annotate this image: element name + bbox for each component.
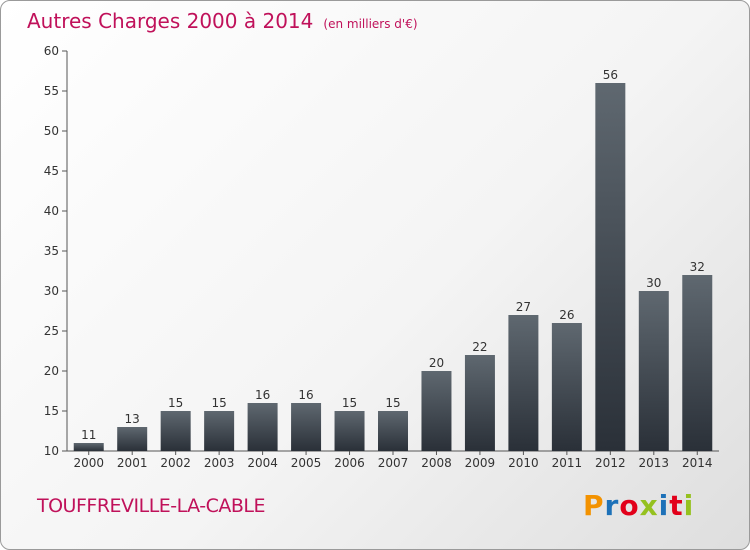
x-tick-label: 2009	[465, 456, 496, 470]
value-label: 16	[298, 388, 313, 402]
y-tick-label: 55	[44, 84, 59, 98]
value-label: 20	[429, 356, 444, 370]
y-tick-label: 40	[44, 204, 59, 218]
x-tick-label: 2014	[682, 456, 713, 470]
value-label: 11	[81, 428, 96, 442]
y-tick-label: 20	[44, 364, 59, 378]
logo-letter: r	[604, 489, 620, 522]
bar-2012	[595, 83, 626, 451]
value-label: 15	[211, 396, 226, 410]
chart-title-text: Autres Charges 2000 à 2014	[27, 9, 314, 33]
y-tick-label: 50	[44, 124, 59, 138]
logo-letter: i	[683, 489, 695, 522]
y-tick-label: 60	[44, 44, 59, 58]
x-tick-label: 2003	[204, 456, 235, 470]
bar-2003	[204, 411, 235, 451]
value-label: 15	[168, 396, 183, 410]
bar-2001	[117, 427, 148, 451]
y-tick-label: 35	[44, 244, 59, 258]
bar-2009	[464, 355, 495, 451]
y-tick-label: 45	[44, 164, 59, 178]
y-tick-label: 15	[44, 404, 59, 418]
bar-2005	[291, 403, 322, 451]
x-tick-label: 2008	[421, 456, 452, 470]
bar-2013	[638, 291, 669, 451]
value-labels-group: 11 13 15 15 16 16 15 15 20 22 27 26 56 30 32	[81, 68, 705, 442]
x-tick-label: 2013	[639, 456, 670, 470]
chart-subtitle: (en milliers d'€)	[323, 17, 418, 31]
chart-title: Autres Charges 2000 à 2014 (en milliers d…	[27, 9, 418, 33]
x-tick-label: 2012	[595, 456, 626, 470]
value-label: 32	[690, 260, 705, 274]
bar-2004	[247, 403, 278, 451]
commune-name: TOUFFREVILLE-LA-CABLE	[37, 495, 266, 517]
proxiti-logo: Proxiti	[583, 489, 694, 522]
bar-2011	[551, 323, 582, 451]
x-tick-label: 2004	[247, 456, 278, 470]
x-tick-label: 2011	[552, 456, 583, 470]
logo-letter: o	[619, 489, 640, 522]
x-tick-label: 2005	[291, 456, 322, 470]
bar-2008	[421, 371, 452, 451]
logo-letter: x	[639, 489, 659, 522]
y-axis: 10 15 20 25 30 35 40 45 50 55 60	[44, 44, 68, 458]
y-tick-label: 30	[44, 284, 59, 298]
value-label: 13	[125, 412, 140, 426]
y-tick-label: 25	[44, 324, 59, 338]
x-tick-label: 2002	[160, 456, 191, 470]
value-label: 30	[646, 276, 661, 290]
bar-2002	[160, 411, 191, 451]
x-tick-label: 2010	[508, 456, 539, 470]
value-label: 56	[603, 68, 618, 82]
logo-letter: P	[583, 489, 605, 522]
bar-2014	[682, 275, 713, 451]
x-axis: 2000 2001 2002 2003 2004 2005 2006 2007 2008 2009…	[67, 450, 719, 470]
value-label: 27	[516, 300, 531, 314]
bar-2000	[73, 443, 104, 451]
value-label: 22	[472, 340, 487, 354]
x-tick-label: 2001	[117, 456, 148, 470]
bars-group	[73, 83, 713, 451]
bar-2006	[334, 411, 365, 451]
value-label: 26	[559, 308, 574, 322]
value-label: 15	[342, 396, 357, 410]
value-label: 16	[255, 388, 270, 402]
value-label: 15	[385, 396, 400, 410]
bar-2007	[378, 411, 408, 451]
y-tick-label: 10	[44, 444, 59, 458]
bar-2010	[508, 315, 539, 451]
logo-letter: t	[669, 489, 684, 522]
logo-letter: i	[658, 489, 670, 522]
x-tick-label: 2007	[378, 456, 409, 470]
x-tick-label: 2000	[73, 456, 104, 470]
x-tick-label: 2006	[334, 456, 365, 470]
